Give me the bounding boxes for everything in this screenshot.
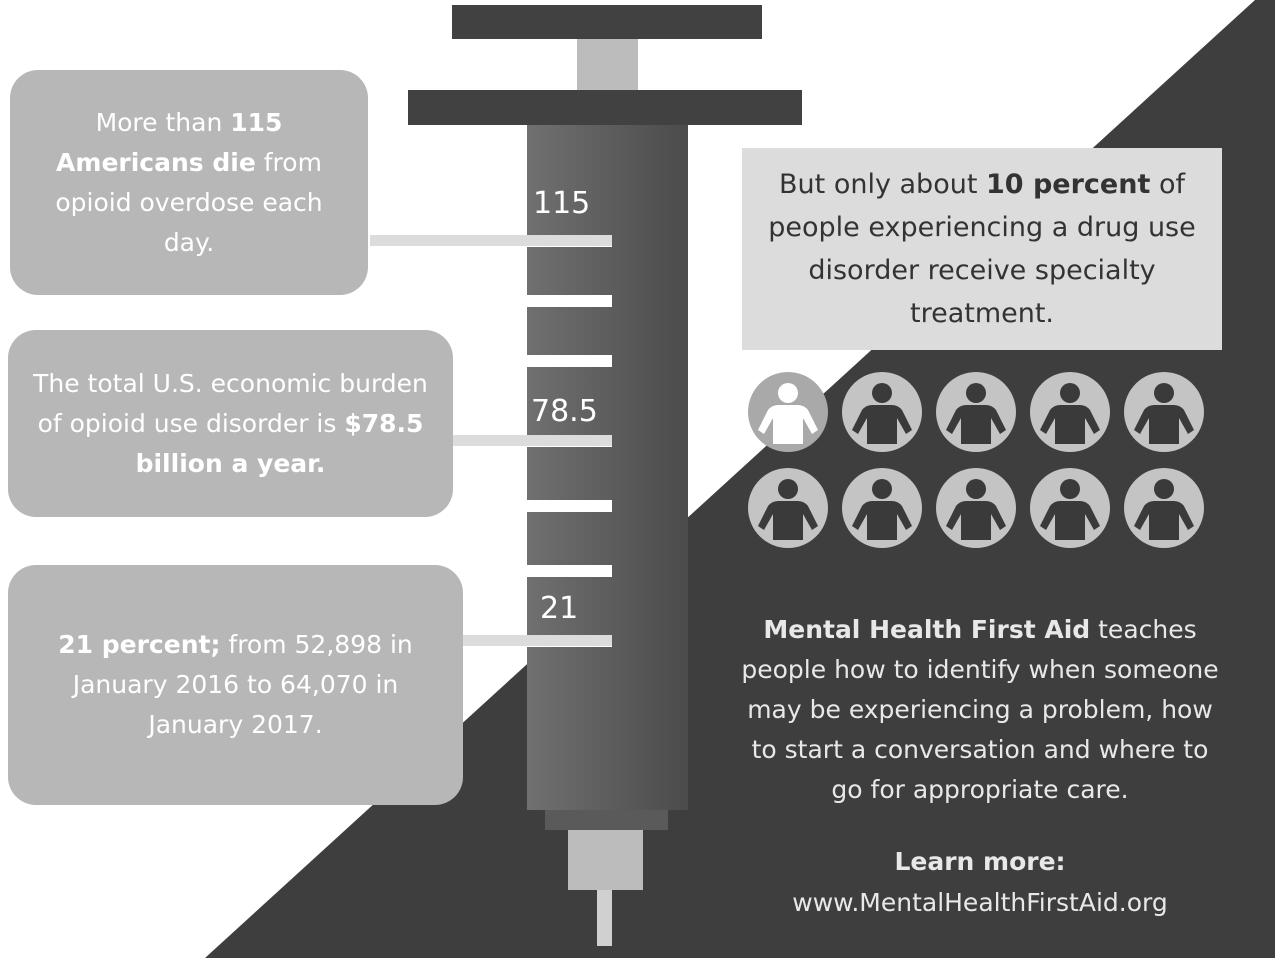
tick xyxy=(527,565,612,577)
page: More than 115 Americans die from opioid … xyxy=(0,0,1275,958)
person-icon xyxy=(842,372,922,452)
paragraph: More than 115 Americans die from opioid … xyxy=(32,103,346,263)
icon-head xyxy=(778,479,798,499)
flange xyxy=(408,90,802,125)
person-icon xyxy=(748,372,828,452)
barrel-tip xyxy=(545,810,668,830)
icon-head xyxy=(872,383,892,403)
text: But only about xyxy=(779,169,986,200)
syringe-label: 21 xyxy=(540,591,578,626)
tick xyxy=(527,355,612,367)
paragraph: But only about 10 percent of people expe… xyxy=(766,163,1198,335)
icon-head xyxy=(1154,383,1174,403)
person-icon xyxy=(748,468,828,548)
person-icon xyxy=(1030,468,1110,548)
person-icon xyxy=(1030,372,1110,452)
paragraph: 21 percent; from 52,898 in January 2016 … xyxy=(38,625,433,745)
stat-box: The total U.S. economic burden of opioid… xyxy=(8,330,453,517)
website[interactable]: www.MentalHealthFirstAid.org xyxy=(735,882,1225,924)
icon-head xyxy=(872,479,892,499)
needle xyxy=(597,890,612,946)
barrel xyxy=(527,125,688,810)
description: Mental Health First Aid teaches people h… xyxy=(735,590,1225,830)
plunger-rod xyxy=(577,39,638,90)
icon-head xyxy=(1060,383,1080,403)
bold-text: 10 percent xyxy=(986,169,1150,200)
icon-head xyxy=(1154,479,1174,499)
icon-head xyxy=(778,383,798,403)
person-icon xyxy=(936,372,1016,452)
icon-head xyxy=(966,383,986,403)
icon-head xyxy=(966,479,986,499)
bold-text: 21 percent; xyxy=(58,630,220,659)
bold-text: Mental Health First Aid xyxy=(763,615,1090,644)
paragraph: Mental Health First Aid teaches people h… xyxy=(735,610,1225,810)
connector xyxy=(462,635,612,646)
text: More than xyxy=(96,108,231,137)
stat-box: More than 115 Americans die from opioid … xyxy=(10,70,368,295)
plunger-top xyxy=(452,5,762,39)
tick xyxy=(527,500,612,512)
person-icon xyxy=(936,468,1016,548)
connector xyxy=(452,435,612,446)
icon-head xyxy=(1060,479,1080,499)
paragraph: The total U.S. economic burden of opioid… xyxy=(30,364,431,484)
treatment-box: But only about 10 percent of people expe… xyxy=(742,148,1222,350)
person-icon xyxy=(1124,468,1204,548)
syringe-label: 78.5 xyxy=(531,394,598,429)
person-icon xyxy=(842,468,922,548)
syringe-label: 115 xyxy=(533,186,590,221)
stat-box: 21 percent; from 52,898 in January 2016 … xyxy=(8,565,463,805)
tick xyxy=(527,295,612,307)
person-icon xyxy=(1124,372,1204,452)
needle-hub xyxy=(568,830,643,890)
connector xyxy=(370,235,612,246)
learn-more: Learn more: xyxy=(735,842,1225,882)
